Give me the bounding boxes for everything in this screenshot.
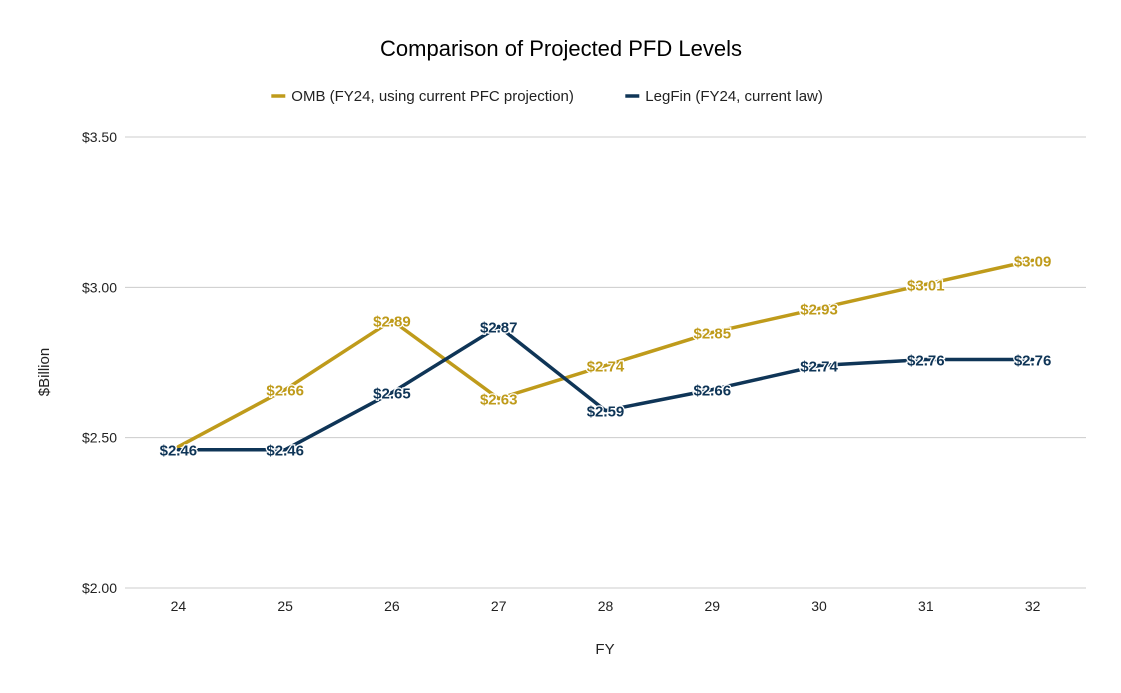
legend-label: LegFin (FY24, current law) <box>645 88 823 105</box>
series-line-2 <box>176 324 1035 452</box>
data-label: $2.76 <box>907 352 945 369</box>
data-label: $3.01 <box>907 277 945 294</box>
y-axis-title: $Billion <box>36 348 53 396</box>
x-axis-title: FY <box>595 641 614 658</box>
y-axis-ticks: $2.00 $2.50 $3.00 $3.50 <box>82 129 117 596</box>
data-label: $2.76 <box>1014 352 1052 369</box>
x-tick-label: 32 <box>1025 598 1041 614</box>
y-tick-label: $3.50 <box>82 129 117 145</box>
x-tick-label: 30 <box>811 598 827 614</box>
data-label: $2.46 <box>160 443 198 460</box>
x-tick-label: 31 <box>918 598 934 614</box>
data-label: $2.85 <box>694 325 732 342</box>
data-label: $2.65 <box>373 386 411 403</box>
legend-label: OMB (FY24, using current PFC projection) <box>291 88 574 105</box>
y-tick-label: $3.00 <box>82 279 117 295</box>
legend: OMB (FY24, using current PFC projection)… <box>271 88 823 105</box>
x-tick-label: 29 <box>704 598 720 614</box>
y-tick-label: $2.00 <box>82 580 117 596</box>
data-label: $2.46 <box>266 443 304 460</box>
x-tick-label: 27 <box>491 598 507 614</box>
data-labels: $2.66 $2.89 $2.63 $2.74 $2.85 $2.93 $3.01 $3.09… <box>158 252 1052 461</box>
x-tick-label: 28 <box>598 598 614 614</box>
data-label: $2.74 <box>800 359 838 376</box>
x-tick-label: 24 <box>171 598 187 614</box>
y-tick-label: $2.50 <box>82 430 117 446</box>
gridlines <box>125 136 1086 589</box>
data-label: $2.87 <box>480 319 518 336</box>
data-label: $2.66 <box>694 383 732 400</box>
x-tick-label: 26 <box>384 598 400 614</box>
data-label: $2.63 <box>480 392 518 409</box>
data-label: $2.74 <box>587 359 625 376</box>
data-label: $2.66 <box>266 383 304 400</box>
chart-title: Comparison of Projected PFD Levels <box>380 36 742 61</box>
x-axis-ticks: 24 25 26 27 28 29 30 31 32 <box>171 598 1041 614</box>
data-label: $3.09 <box>1014 253 1052 270</box>
data-label: $2.93 <box>800 301 838 318</box>
data-label: $2.89 <box>373 313 411 330</box>
series-lines <box>176 258 1035 452</box>
x-tick-label: 25 <box>277 598 293 614</box>
series-line-1 <box>176 258 1035 449</box>
data-label: $2.59 <box>587 404 625 421</box>
